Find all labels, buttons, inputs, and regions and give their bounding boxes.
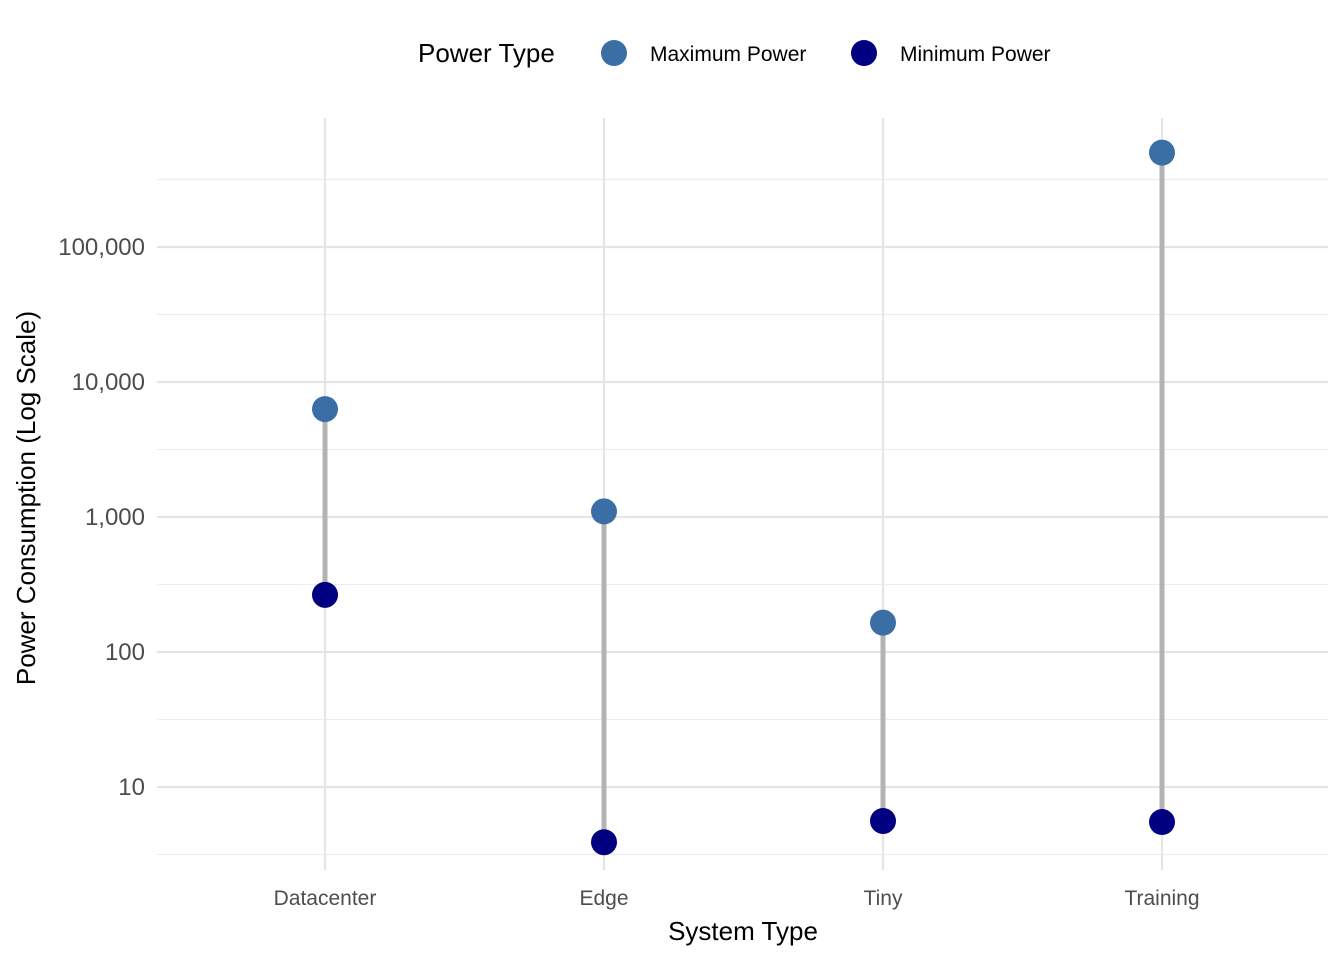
point-minimum-power [870,807,896,834]
x-axis-title: System Type [668,916,818,946]
point-maximum-power [312,396,338,423]
point-maximum-power [870,609,896,636]
point-minimum-power [312,581,338,608]
y-tick-label: 100 [105,639,145,666]
x-tick-label: Datacenter [274,887,377,910]
point-minimum-power [591,829,617,856]
point-maximum-power [1149,139,1175,166]
data-points [312,139,1175,856]
y-axis-title: Power Consumption (Log Scale) [11,311,41,685]
y-tick-label: 10,000 [72,369,145,396]
x-tick-label: Tiny [864,887,903,910]
point-maximum-power [591,498,617,525]
x-axis-ticks: Datacenter Edge Tiny Training [274,887,1200,910]
range-segments [322,152,1165,843]
point-minimum-power [1149,809,1175,836]
y-tick-label: 10 [118,774,145,801]
legend-title: Power Type [418,38,555,68]
y-axis-ticks: 10 100 1,000 10,000 100,000 [58,234,145,801]
x-tick-label: Edge [579,887,628,910]
legend: Power Type Maximum Power Minimum Power [418,38,1051,68]
legend-key-maximum-power [601,40,627,66]
legend-label-maximum-power: Maximum Power [650,43,806,66]
x-tick-label: Training [1124,887,1199,910]
y-tick-label: 1,000 [85,504,145,531]
y-tick-label: 100,000 [58,234,145,261]
legend-key-minimum-power [851,40,877,66]
legend-label-minimum-power: Minimum Power [900,43,1051,66]
grid-lines [157,118,1328,870]
